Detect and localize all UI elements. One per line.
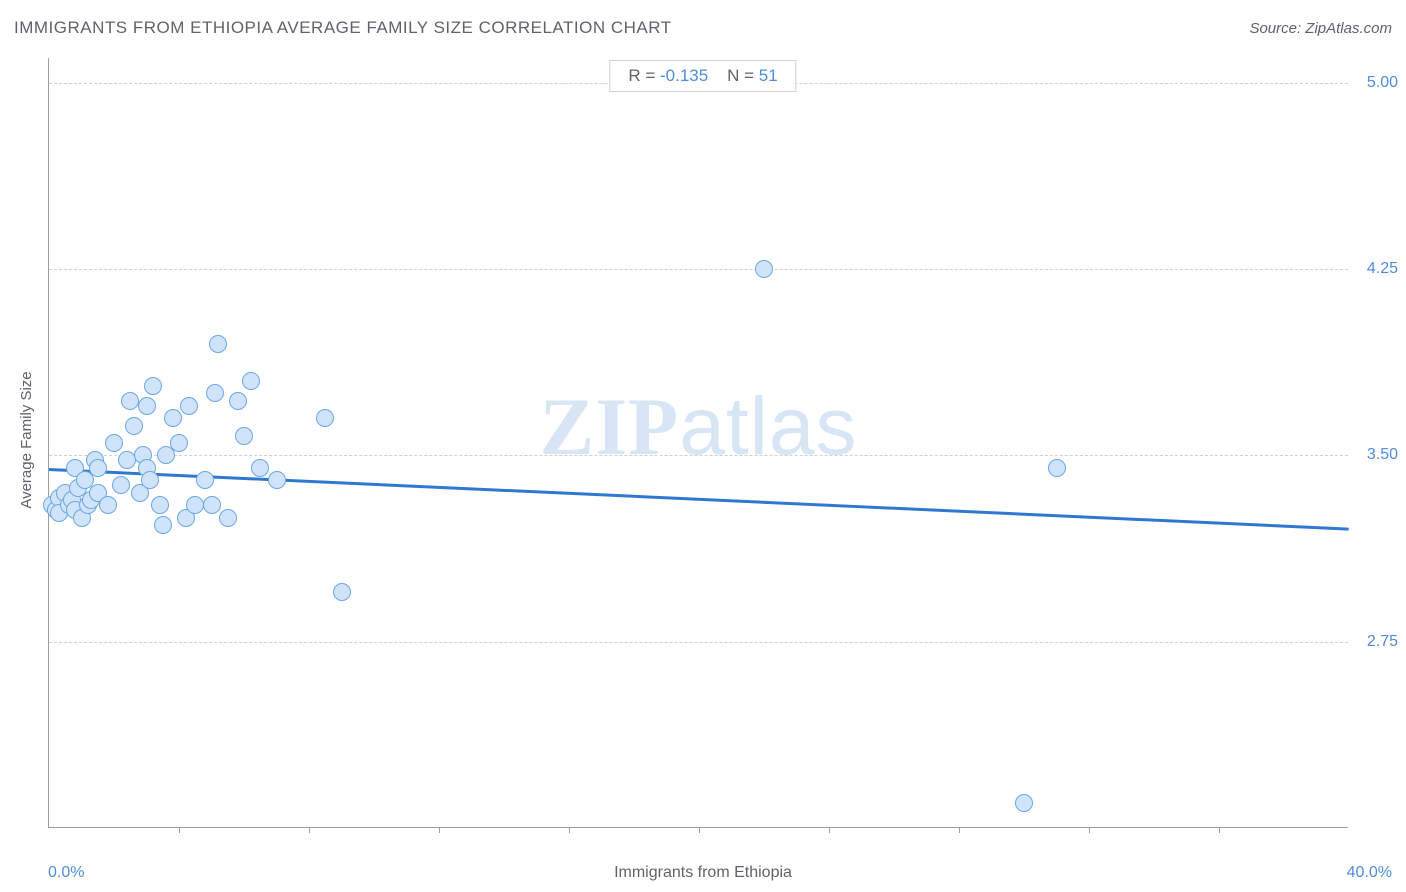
scatter-point [121, 392, 139, 410]
scatter-point [180, 397, 198, 415]
x-tick [179, 827, 180, 833]
scatter-point [316, 409, 334, 427]
scatter-point [125, 417, 143, 435]
y-tick-label: 2.75 [1354, 633, 1398, 651]
correlation-stats-box: R = -0.135 N = 51 [609, 60, 796, 92]
scatter-point [203, 496, 221, 514]
watermark-logo: ZIPatlas [540, 380, 858, 474]
scatter-point [105, 434, 123, 452]
n-label: N = [727, 66, 754, 85]
scatter-point [235, 427, 253, 445]
x-tick [1089, 827, 1090, 833]
scatter-point [164, 409, 182, 427]
scatter-point [196, 471, 214, 489]
scatter-point [112, 476, 130, 494]
x-tick [569, 827, 570, 833]
x-min-label: 0.0% [48, 864, 84, 882]
x-tick [439, 827, 440, 833]
x-axis-title: Immigrants from Ethiopia [614, 864, 792, 882]
source-label: Source: ZipAtlas.com [1249, 20, 1392, 37]
scatter-point [1015, 794, 1033, 812]
r-label: R = [628, 66, 655, 85]
scatter-point [209, 335, 227, 353]
scatter-point [99, 496, 117, 514]
scatter-point [242, 372, 260, 390]
y-tick-label: 5.00 [1354, 74, 1398, 92]
chart-header: IMMIGRANTS FROM ETHIOPIA AVERAGE FAMILY … [14, 18, 1392, 38]
scatter-point [141, 471, 159, 489]
scatter-point [333, 583, 351, 601]
gridline [49, 269, 1348, 270]
scatter-point [170, 434, 188, 452]
y-axis-title: Average Family Size [18, 371, 35, 508]
scatter-point [219, 509, 237, 527]
scatter-plot-area: ZIPatlas 2.753.504.255.00 [48, 58, 1348, 828]
gridline [49, 642, 1348, 643]
scatter-point [144, 377, 162, 395]
n-value: 51 [759, 66, 778, 85]
scatter-point [206, 384, 224, 402]
x-tick [959, 827, 960, 833]
scatter-point [251, 459, 269, 477]
y-tick-label: 4.25 [1354, 260, 1398, 278]
r-value: -0.135 [660, 66, 708, 85]
scatter-point [154, 516, 172, 534]
scatter-point [151, 496, 169, 514]
x-tick [829, 827, 830, 833]
scatter-point [229, 392, 247, 410]
scatter-point [89, 459, 107, 477]
x-tick [309, 827, 310, 833]
x-tick [699, 827, 700, 833]
y-tick-label: 3.50 [1354, 446, 1398, 464]
scatter-point [1048, 459, 1066, 477]
chart-title: IMMIGRANTS FROM ETHIOPIA AVERAGE FAMILY … [14, 18, 672, 38]
x-tick [1219, 827, 1220, 833]
gridline [49, 455, 1348, 456]
x-max-label: 40.0% [1347, 864, 1392, 882]
regression-line [49, 468, 1349, 530]
scatter-point [138, 397, 156, 415]
scatter-point [268, 471, 286, 489]
scatter-point [755, 260, 773, 278]
